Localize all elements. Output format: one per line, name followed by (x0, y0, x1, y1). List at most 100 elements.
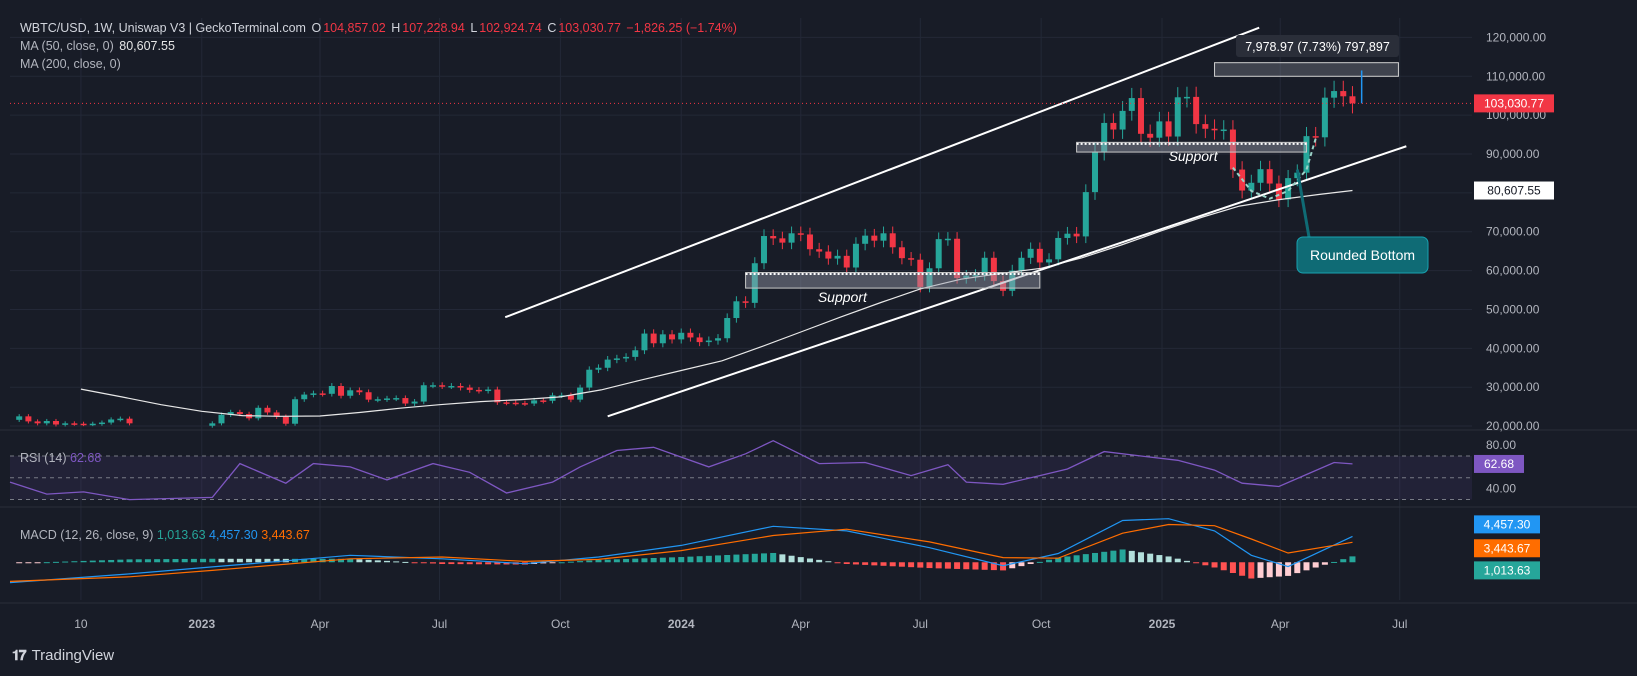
macd-bar (236, 558, 243, 563)
candles (16, 80, 1356, 428)
candle-down (954, 238, 961, 278)
macd-bar (944, 562, 951, 569)
price-tick-label: 70,000.00 (1486, 225, 1540, 239)
macd-bar (485, 562, 492, 565)
macd-bar (751, 553, 758, 563)
macd-bar (696, 556, 703, 563)
tradingview-logo-icon: 𝟏𝟕 (12, 647, 27, 663)
macd-hist-value: 1,013.63 (156, 528, 206, 542)
macd-bar (25, 562, 32, 564)
macd-bar (595, 559, 602, 563)
candle-up (1220, 129, 1227, 132)
macd-bar (733, 554, 740, 563)
candle-down (1340, 91, 1347, 97)
macd-bar (420, 562, 427, 564)
macd-bar (567, 561, 574, 563)
candle-up (1027, 248, 1034, 258)
candle-up (448, 386, 455, 388)
macd-bar (190, 558, 197, 563)
ma50-legend[interactable]: MA (50, close, 0) 80,607.55 (20, 39, 177, 53)
macd-bar (1211, 562, 1218, 568)
close-label: C (547, 21, 557, 35)
candle-down (1211, 128, 1218, 131)
candle-up (62, 423, 69, 425)
macd-bar (16, 562, 23, 564)
candle-up (926, 268, 933, 287)
macd-bar (71, 561, 78, 563)
candle-up (852, 243, 859, 268)
macd-bar (871, 562, 878, 566)
macd-bar (1331, 561, 1338, 563)
macd-bar (898, 562, 905, 567)
candle-down (273, 412, 280, 417)
macd-bar (301, 558, 308, 563)
ma200-label: MA (200, close, 0) (20, 57, 121, 71)
macd-bar (981, 562, 988, 570)
measure-label: 7,978.97 (7.73%) 797,897 (1245, 40, 1390, 54)
candle-down (402, 398, 409, 404)
macd-bar (797, 557, 804, 563)
time-tick-label: Jul (913, 617, 928, 631)
macd-bar (402, 561, 409, 563)
candle-down (687, 332, 694, 338)
candle-down (71, 423, 78, 425)
candle-up (43, 421, 50, 424)
macd-bar (1257, 562, 1264, 578)
tradingview-brand[interactable]: 𝟏𝟕 TradingView (12, 647, 114, 664)
candle-up (1009, 270, 1016, 291)
channel-lower-line (607, 145, 1407, 418)
support-label-1: Support (818, 289, 868, 305)
symbol-legend: WBTC/USD, 1W, Uniswap V3 | GeckoTerminal… (20, 21, 739, 35)
macd-bar (586, 560, 593, 563)
time-tick-label: 10 (74, 617, 88, 631)
support-zone-2 (1076, 141, 1307, 153)
candle-down (797, 233, 804, 235)
candle-up (944, 238, 951, 241)
candle-up (1128, 98, 1135, 111)
macd-bar (246, 558, 253, 563)
macd-bar (972, 562, 979, 570)
candle-up (724, 318, 731, 339)
macd-bar (1285, 562, 1292, 576)
macd-bar (347, 558, 354, 563)
macd-bar (954, 562, 961, 569)
macd-bar (641, 558, 648, 563)
candle-down (650, 333, 657, 344)
rsi-tag-label: 62.68 (1484, 457, 1514, 471)
ma200-legend[interactable]: MA (200, close, 0) (20, 57, 123, 71)
time-tick-label: 2023 (188, 617, 215, 631)
macd-bar (273, 558, 280, 563)
macd-line (9, 518, 1353, 584)
macd-bar (154, 559, 161, 563)
price-tick-label: 20,000.00 (1486, 419, 1540, 433)
candle-down (503, 402, 510, 404)
macd-bar (1092, 552, 1099, 563)
rsi-legend[interactable]: RSI (14) 62.68 (20, 451, 101, 465)
candle-up (1285, 178, 1292, 200)
macd-bar (742, 554, 749, 563)
macd-bar (126, 559, 133, 563)
macd-label: MACD (12, 26, close, 9) (20, 528, 154, 542)
candle-up (880, 233, 887, 241)
candle-down (1000, 281, 1007, 291)
candle-down (365, 392, 372, 400)
macd-legend[interactable]: MACD (12, 26, close, 9) 1,013.63 4,457.3… (20, 528, 310, 542)
ma50-tag (1474, 181, 1554, 200)
time-tick-label: Jul (432, 617, 447, 631)
macd-bar (577, 561, 584, 563)
macd-bar (1174, 558, 1181, 563)
candle-down (816, 249, 823, 252)
candle-up (1119, 110, 1126, 130)
candle-up (1064, 233, 1071, 238)
macd-bar (917, 562, 924, 568)
candle-up (935, 239, 942, 269)
macd-signal-line (9, 523, 1353, 582)
macd-bar (963, 562, 970, 570)
candle-up (16, 416, 23, 420)
candle-up (420, 385, 427, 402)
macd-bar (1193, 562, 1200, 564)
macd-bar (1312, 562, 1319, 568)
candle-down (1147, 133, 1154, 138)
macd-bar (1027, 562, 1034, 564)
